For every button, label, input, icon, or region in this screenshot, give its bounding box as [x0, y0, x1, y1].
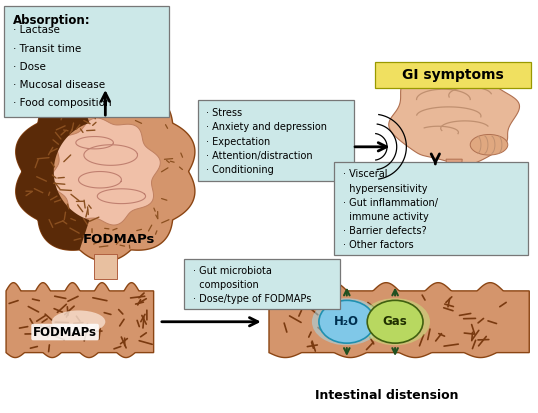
Text: FODMAPs: FODMAPs — [82, 233, 155, 246]
Polygon shape — [94, 254, 117, 278]
Polygon shape — [16, 82, 195, 261]
FancyBboxPatch shape — [197, 100, 354, 181]
Circle shape — [319, 300, 374, 343]
Circle shape — [367, 300, 423, 343]
Ellipse shape — [52, 311, 105, 333]
Text: · Conditioning: · Conditioning — [206, 165, 274, 176]
Polygon shape — [389, 67, 520, 165]
Ellipse shape — [470, 135, 508, 155]
FancyBboxPatch shape — [4, 6, 168, 117]
Polygon shape — [16, 93, 89, 250]
Text: · Anxiety and depression: · Anxiety and depression — [206, 122, 327, 132]
Ellipse shape — [312, 298, 381, 345]
Text: · Expectation: · Expectation — [206, 137, 271, 147]
Polygon shape — [446, 159, 462, 180]
Text: · Gut microbiota: · Gut microbiota — [193, 266, 272, 276]
Text: · Dose/type of FODMAPs: · Dose/type of FODMAPs — [193, 294, 311, 304]
Text: Intestinal distension: Intestinal distension — [315, 389, 459, 402]
Text: · Lactase: · Lactase — [13, 25, 60, 36]
Text: · Other factors: · Other factors — [343, 240, 414, 250]
Text: · Transit time: · Transit time — [13, 43, 81, 54]
Polygon shape — [6, 282, 154, 358]
Text: · Barrier defects?: · Barrier defects? — [343, 226, 427, 236]
Polygon shape — [269, 282, 529, 358]
Text: · Dose: · Dose — [13, 62, 46, 71]
Text: · Attention/distraction: · Attention/distraction — [206, 151, 313, 161]
FancyBboxPatch shape — [184, 259, 341, 309]
Text: FODMAPs: FODMAPs — [33, 325, 97, 339]
Ellipse shape — [360, 298, 430, 345]
Text: immune activity: immune activity — [343, 211, 429, 222]
Text: hypersensitivity: hypersensitivity — [343, 183, 428, 194]
Text: H₂O: H₂O — [334, 315, 359, 328]
Text: · Stress: · Stress — [206, 108, 242, 118]
Polygon shape — [51, 118, 160, 225]
Text: composition: composition — [193, 280, 259, 290]
Text: · Food composition: · Food composition — [13, 98, 112, 108]
FancyBboxPatch shape — [335, 162, 528, 255]
Text: Absorption:: Absorption: — [13, 14, 91, 27]
Text: GI symptoms: GI symptoms — [402, 69, 504, 83]
Text: Gas: Gas — [383, 315, 407, 328]
Text: · Visceral: · Visceral — [343, 169, 387, 180]
Text: · Gut inflammation/: · Gut inflammation/ — [343, 197, 438, 208]
Text: · Mucosal disease: · Mucosal disease — [13, 80, 105, 90]
FancyBboxPatch shape — [374, 62, 531, 88]
